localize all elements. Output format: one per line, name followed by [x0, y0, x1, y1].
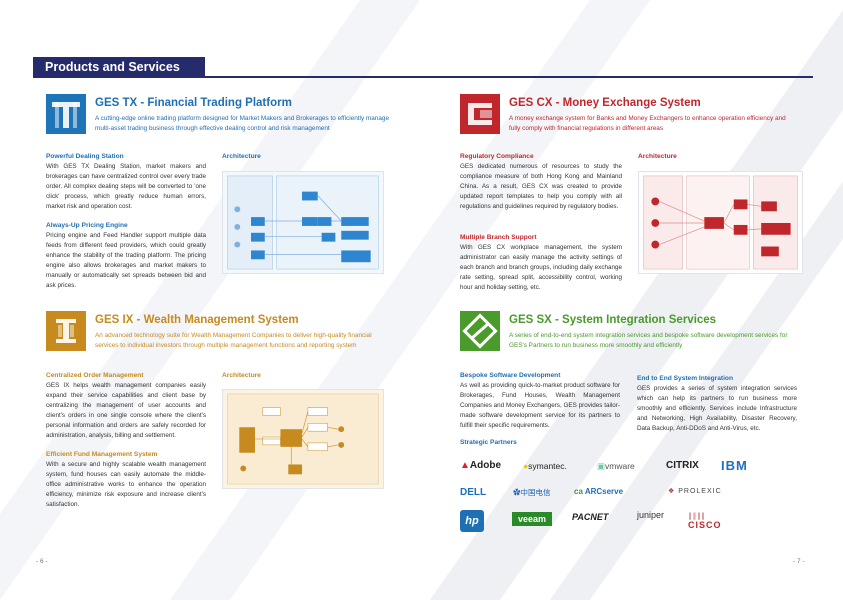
prolexic-icon: ❖: [668, 488, 679, 495]
tx-description: A cutting-edge online trading platform d…: [95, 115, 390, 132]
cisco-bars-icon: ║║║║: [688, 514, 706, 520]
partner-china-telecom-logo: ✿中国电信: [513, 488, 551, 497]
ix-section-text-1: GES IX helps wealth management companies…: [46, 382, 206, 439]
sx-description: A series of end-to-end system integratio…: [509, 332, 788, 349]
vmware-icon: ▣: [597, 461, 606, 471]
partner-juniper-logo: juniper: [637, 510, 665, 520]
tx-section-head-2: Always-Up Pricing Engine: [46, 222, 128, 229]
cx-architecture-diagram: [638, 171, 803, 274]
partner-citrix-logo: CITRIX: [666, 460, 699, 471]
ges-cx-logo-icon: [460, 94, 500, 134]
partner-prolexic-logo: ❖ PROLEXIC: [668, 488, 722, 495]
page-number-left: - 6 -: [36, 558, 48, 565]
page-title: Products and Services: [33, 57, 205, 77]
tx-title: GES TX - Financial Trading Platform: [95, 97, 292, 109]
cx-architecture-label: Architecture: [638, 153, 677, 160]
ix-section-head-2: Efficient Fund Management System: [46, 451, 158, 458]
tx-section-text-1: With GES TX Dealing Station, market make…: [46, 163, 206, 210]
tx-architecture-diagram: [222, 171, 384, 274]
ix-section-text-2: With a secure and highly scalable wealth…: [46, 461, 206, 508]
sx-section-head-2: End to End System Integration: [637, 375, 733, 382]
china-telecom-icon: ✿: [513, 488, 521, 497]
adobe-icon: ▲: [460, 460, 470, 471]
cx-title: GES CX - Money Exchange System: [509, 97, 701, 109]
ix-architecture-diagram: [222, 389, 384, 489]
partner-ibm-logo: IBM: [721, 458, 748, 473]
ix-architecture-label: Architecture: [222, 372, 261, 379]
partner-dell-logo: DELL: [460, 487, 487, 498]
partner-symantec-logo: ●symantec.: [523, 461, 567, 471]
ges-sx-logo-icon: [460, 311, 500, 351]
ix-description: An advanced technology suite for Wealth …: [95, 332, 372, 349]
ix-section-head-1: Centralized Order Management: [46, 372, 144, 379]
ix-title: GES IX - Wealth Management System: [95, 314, 299, 326]
partner-arcserve-logo: ca ARCserve: [574, 487, 624, 496]
partner-hp-logo: hp: [460, 510, 484, 532]
ca-icon: ca: [574, 487, 585, 496]
symantec-icon: ●: [523, 461, 529, 471]
sx-section-text-2: GES provides a series of system integrat…: [637, 385, 797, 432]
cx-description: A money exchange system for Banks and Mo…: [509, 115, 786, 132]
partner-cisco-logo: ║║║║ CISCO: [688, 514, 722, 530]
partner-adobe-logo: ▲Adobe: [460, 460, 502, 471]
page-number-right: - 7 -: [793, 558, 805, 565]
ges-ix-logo-icon: [46, 311, 86, 351]
strategic-partners-heading: Strategic Partners: [460, 439, 517, 446]
cx-section-text-2: With GES CX workplace management, the sy…: [460, 244, 622, 291]
sx-section-head-1: Bespoke Software Development: [460, 372, 561, 379]
tx-section-head-1: Powerful Dealing Station: [46, 153, 124, 160]
tx-architecture-label: Architecture: [222, 153, 261, 160]
tx-section-text-2: Pricing engine and Feed Handler support …: [46, 232, 206, 289]
partner-vmware-logo: ▣vmware: [597, 461, 635, 471]
header-rule: [33, 76, 813, 78]
ges-tx-logo-icon: [46, 94, 86, 134]
sx-section-text-1: As well as providing quick-to-market pro…: [460, 382, 620, 429]
cx-section-head-1: Regulatory Compliance: [460, 153, 534, 160]
partner-pacnet-logo: PACNET: [572, 512, 609, 522]
cx-section-text-1: GES dedicated numerous of resources to s…: [460, 163, 622, 210]
sx-title: GES SX - System Integration Services: [509, 314, 717, 326]
cx-section-head-2: Multiple Branch Support: [460, 234, 537, 241]
partner-veeam-logo: veeam: [512, 512, 553, 526]
